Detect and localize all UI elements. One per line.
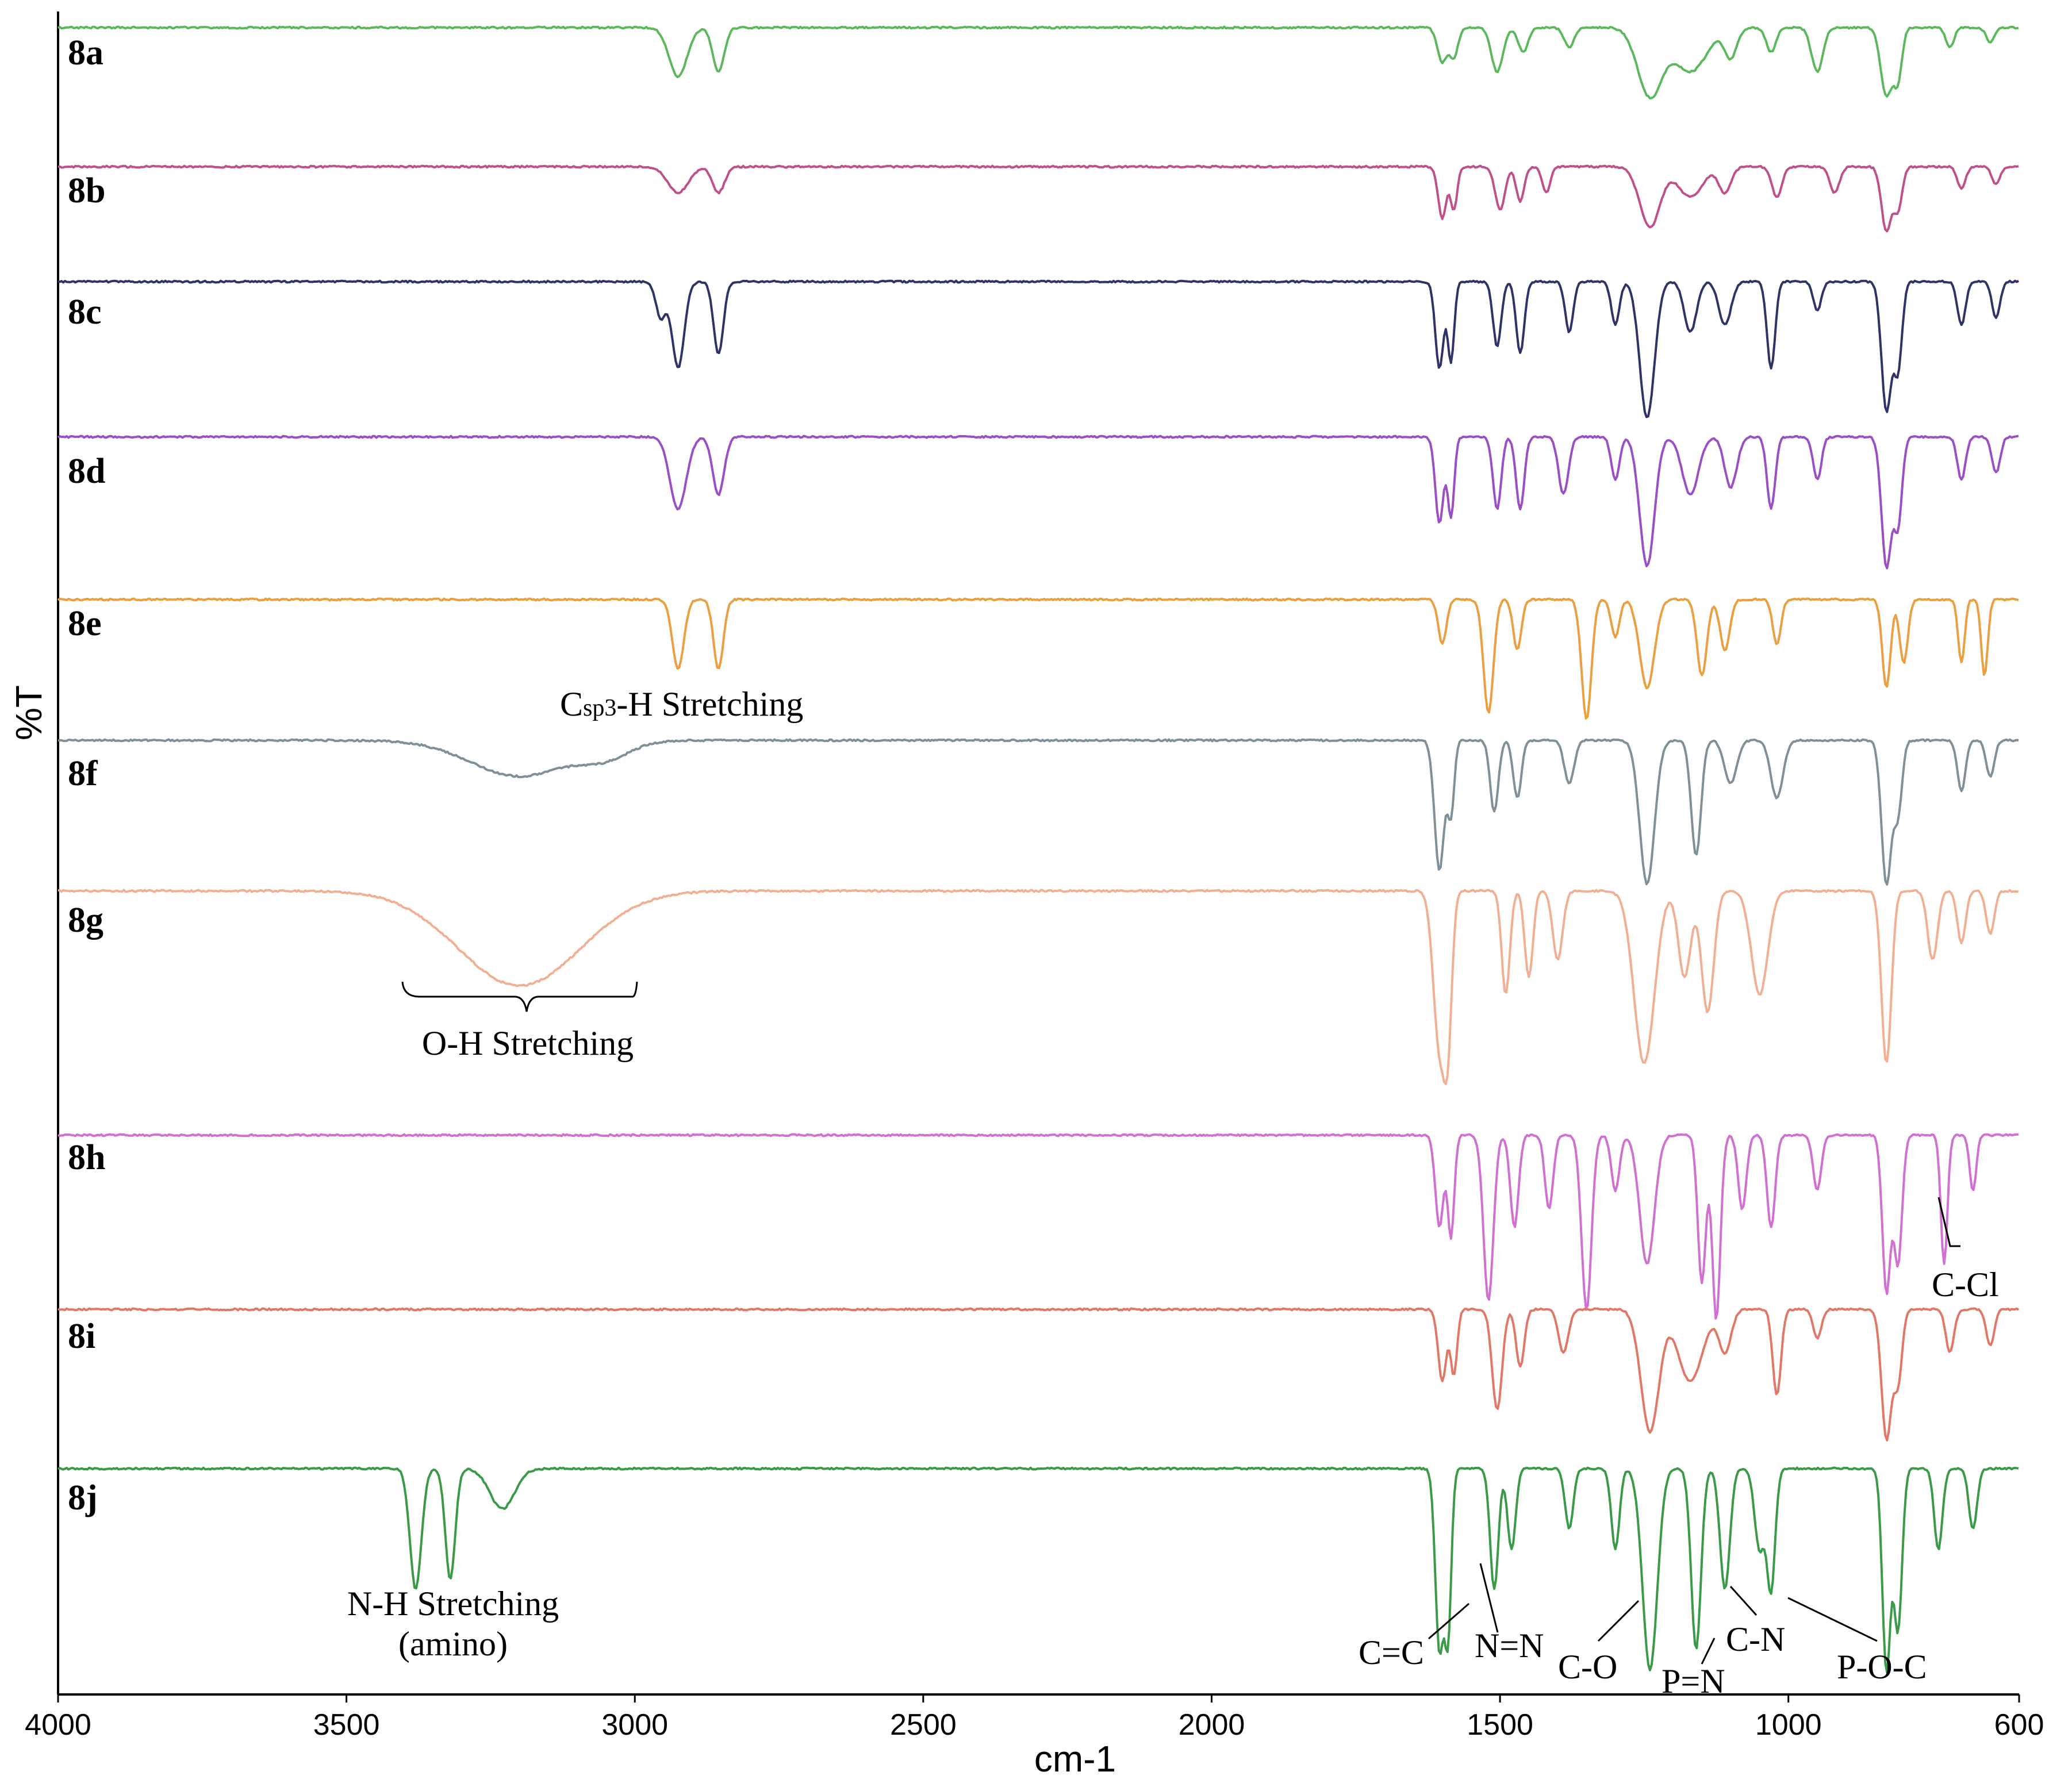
annotation-oh-stretching: O-H Stretching [422,1024,634,1062]
annotation-csp3-part-stretching: -H Stretching [616,685,803,723]
annotation-co-leader [1597,1600,1640,1642]
annotation-nh-stretching: N-H Stretching [347,1585,559,1623]
annotation-nh-amino: (amino) [398,1625,508,1663]
x-tick-label: 2000 [1179,1708,1245,1742]
annotation-csp3-part-sp3: sp3 [583,695,616,721]
annotation-csp3-part-c: C [560,685,583,723]
series-label-8f: 8f [68,754,98,793]
series-label-8g: 8g [68,901,103,940]
spectrum-line-8e [57,597,2019,720]
annotation-nn-leader [1479,1563,1499,1633]
annotation-c-o: C-O [1558,1648,1617,1686]
spectrum-line-8g [57,889,2019,1085]
spectra-group [57,25,2020,1674]
annotation-poc-leader [1787,1597,1878,1642]
series-label-8d: 8d [68,452,105,491]
annotation-c-double-c: C=C [1359,1634,1424,1671]
x-axis-title: cm-1 [1034,1738,1116,1780]
x-tick-label: 2500 [890,1708,957,1742]
annotation-p-double-n: P=N [1662,1662,1725,1700]
spectrum-line-8i [57,1307,2020,1442]
annotation-n-double-n: N=N [1475,1627,1544,1665]
x-tick-label: 4000 [25,1708,91,1742]
annotation-oh-brace [401,981,638,1012]
spectrum-line-8h [57,1133,2019,1320]
series-label-8b: 8b [68,171,105,210]
annotation-csp3-h-stretching: Csp3-H Stretching [560,685,803,723]
series-label-8e: 8e [68,604,102,643]
x-tick-label: 3000 [601,1708,668,1742]
spectrum-line-8d [57,435,2019,570]
x-ticks: 4000 3500 3000 2500 2000 1500 1000 600 [25,1708,2044,1742]
x-tick-label: 1000 [1755,1708,1822,1742]
spectrum-line-8f [57,738,2019,886]
annotation-cc-leader [1428,1602,1469,1640]
x-tick-label: 1500 [1467,1708,1533,1742]
annotation-ccl: C-Cl [1932,1266,1999,1304]
spectrum-line-8c [57,279,2020,418]
y-axis-title: %T [8,685,49,740]
series-label-8a: 8a [68,33,103,72]
spectrum-line-8b [57,164,2019,233]
series-label-8c: 8c [68,293,102,332]
annotation-pn-leader [1701,1638,1716,1665]
x-tick-label: 600 [1994,1708,2044,1742]
series-label-8i: 8i [68,1317,95,1356]
annotation-c-n: C-N [1726,1620,1785,1658]
series-label-8j: 8j [68,1478,98,1517]
annotation-ccl-leader [1937,1197,1960,1247]
series-labels: 8a 8b 8c 8d 8e 8f 8g 8h 8i 8j [68,33,105,1517]
x-tick-label: 3500 [313,1708,380,1742]
spectrum-line-8a [57,25,2019,100]
spectrum-line-8j [57,1466,2019,1674]
annotations: Csp3-H Stretching O-H Stretching N-H Str… [347,685,1999,1700]
annotation-p-o-c: P-O-C [1837,1648,1927,1686]
series-label-8h: 8h [68,1138,105,1177]
annotation-cn-leader [1729,1585,1758,1616]
